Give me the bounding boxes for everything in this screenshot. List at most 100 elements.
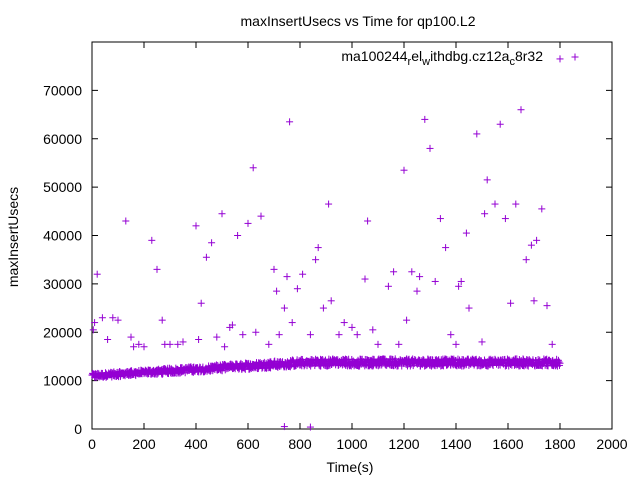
x-tick-label: 1800 (544, 436, 575, 452)
data-point (221, 343, 229, 351)
y-tick-label: 20000 (43, 324, 82, 340)
data-point (548, 340, 556, 348)
data-point (234, 232, 242, 239)
data-point (403, 316, 411, 324)
data-point (91, 319, 99, 327)
data-point (426, 144, 434, 152)
legend: ma100244relwithdbg.cz12ac8r32 (341, 48, 579, 68)
data-point (522, 256, 530, 264)
legend-marker-plus (571, 53, 579, 61)
data-point (239, 331, 247, 339)
data-point (501, 215, 509, 223)
data-point (158, 316, 166, 324)
data-point (127, 333, 135, 341)
data-point (507, 299, 515, 307)
data-point (413, 287, 421, 295)
data-point (140, 343, 148, 351)
data-point (421, 115, 429, 123)
data-point (408, 268, 416, 276)
x-tick-label: 200 (132, 436, 156, 452)
band-point (363, 356, 371, 364)
data-point (447, 331, 455, 339)
data-point (483, 176, 491, 184)
data-point (478, 338, 486, 346)
band-point (555, 358, 563, 366)
y-tick-label: 30000 (43, 276, 82, 292)
data-point (442, 244, 450, 252)
data-point (273, 287, 281, 295)
y-axis-label: maxInsertUsecs (5, 187, 21, 287)
data-point (192, 222, 200, 230)
data-point (533, 236, 541, 244)
x-tick-label: 0 (88, 436, 96, 452)
data-point (319, 304, 327, 312)
y-tick-label: 10000 (43, 373, 82, 389)
data-point (369, 326, 377, 334)
data-point (109, 314, 117, 322)
data-point (195, 336, 203, 344)
data-point (361, 275, 369, 283)
data-point (257, 212, 265, 220)
data-points (88, 55, 564, 431)
data-point (252, 328, 260, 336)
band-point (554, 356, 562, 364)
data-point (517, 106, 525, 114)
data-point (265, 340, 273, 348)
data-point (312, 256, 320, 264)
data-point (462, 229, 470, 237)
data-point (122, 217, 130, 225)
data-point (348, 323, 356, 331)
data-point (390, 268, 398, 276)
data-point (249, 164, 257, 172)
data-point (314, 244, 322, 252)
data-point (538, 205, 546, 213)
data-point (153, 265, 161, 273)
legend-marker (571, 53, 579, 61)
data-point (481, 210, 489, 218)
band-point (289, 356, 297, 364)
legend-entry-label: ma100244relwithdbg.cz12ac8r32 (341, 48, 543, 68)
data-point (384, 282, 392, 290)
data-point (98, 314, 106, 322)
x-tick-label: 600 (236, 436, 260, 452)
data-point (465, 304, 473, 312)
x-tick-label: 1200 (388, 436, 419, 452)
data-point (416, 273, 424, 281)
x-tick-label: 1600 (492, 436, 523, 452)
data-point (288, 319, 296, 327)
data-point (374, 340, 382, 348)
data-point (286, 118, 294, 126)
data-point (213, 333, 221, 341)
x-tick-label: 1000 (336, 436, 367, 452)
data-point (228, 321, 236, 329)
data-point (527, 241, 535, 249)
data-point (293, 285, 301, 293)
x-tick-label: 1400 (440, 436, 471, 452)
data-point (275, 331, 283, 339)
data-point (457, 277, 465, 285)
x-tick-label: 400 (184, 436, 208, 452)
data-point (174, 340, 182, 348)
y-tick-label: 60000 (43, 131, 82, 147)
data-point (340, 319, 348, 327)
data-point (473, 130, 481, 138)
data-point (218, 210, 226, 218)
data-point (299, 270, 307, 278)
x-axis-label: Time(s) (327, 459, 374, 475)
data-point (335, 331, 343, 339)
data-point (436, 215, 444, 223)
data-point (208, 239, 216, 247)
data-point (556, 55, 564, 63)
data-point (325, 200, 333, 208)
data-point (280, 304, 288, 312)
data-point (530, 297, 538, 305)
data-point (202, 253, 210, 261)
data-point (364, 217, 372, 225)
data-point (130, 343, 138, 351)
data-point (283, 273, 291, 281)
data-point (400, 166, 408, 174)
data-point (512, 200, 520, 208)
data-point (496, 120, 504, 128)
band-point (556, 359, 564, 367)
